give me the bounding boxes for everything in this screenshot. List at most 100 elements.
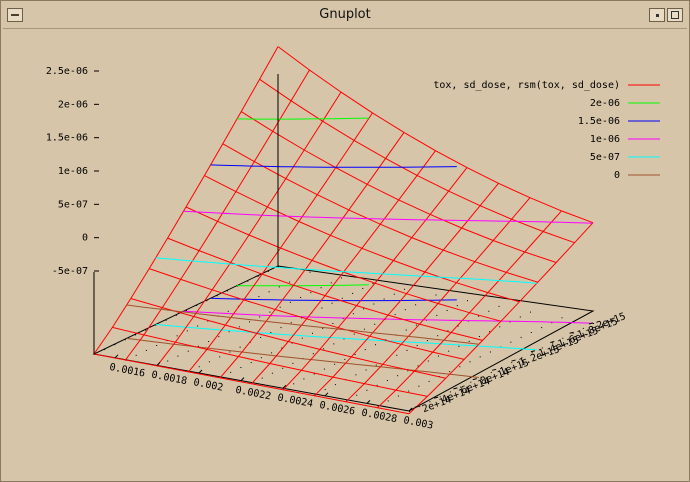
base-dot — [478, 315, 480, 317]
base-dot — [197, 325, 199, 327]
base-dot — [291, 342, 293, 344]
base-dot — [552, 342, 554, 344]
base-dot — [342, 318, 344, 320]
base-dot — [218, 336, 220, 338]
y-tick-mark — [472, 378, 477, 381]
base-dot — [167, 360, 169, 362]
base-dot — [293, 383, 295, 385]
surface-contour-4 — [126, 304, 480, 345]
base-dot — [530, 332, 532, 333]
z-tick-label: 2e-06 — [58, 99, 88, 110]
base-dot — [300, 317, 302, 319]
x-tick-mark — [366, 400, 371, 404]
base-dot — [409, 411, 410, 412]
base-dot — [196, 305, 198, 307]
base-dot — [341, 297, 343, 299]
base-dot — [279, 306, 281, 308]
window-menu-button[interactable] — [7, 8, 23, 22]
base-dot — [520, 336, 522, 338]
base-dot — [331, 302, 333, 304]
base-dot — [309, 271, 311, 273]
base-dot — [135, 354, 137, 356]
base-dot — [405, 329, 407, 331]
surface-mesh — [93, 46, 594, 415]
base-grid-dots — [94, 266, 594, 412]
base-dot — [226, 290, 228, 292]
base-dot — [407, 370, 409, 372]
base-dot — [427, 360, 429, 362]
base-dot — [459, 366, 461, 368]
base-dot — [259, 316, 261, 318]
base-contour-1 — [210, 297, 457, 302]
surface-line-x — [93, 46, 279, 355]
legend-label-3: 1e-06 — [590, 134, 620, 145]
base-dot — [260, 357, 262, 359]
surface-line-y — [130, 298, 446, 379]
base-contour-3 — [155, 324, 537, 351]
title-bar[interactable]: Gnuplot — [3, 3, 687, 29]
base-dot — [312, 353, 314, 355]
base-dot — [346, 399, 347, 401]
x-tick-mark — [408, 407, 413, 412]
base-dot — [468, 340, 470, 342]
z-tick-label: 2.5e-06 — [46, 66, 88, 77]
maximize-button[interactable] — [667, 8, 683, 22]
base-dot — [501, 367, 502, 368]
y-tick-mark — [453, 387, 458, 390]
y-tick-mark — [550, 341, 555, 344]
base-dot — [396, 354, 398, 356]
y-tick-mark — [492, 368, 497, 371]
base-dot — [353, 333, 355, 335]
base-dot — [198, 366, 200, 368]
base-dot — [247, 280, 249, 282]
base-dot — [261, 377, 263, 379]
surface-line-x — [408, 222, 594, 415]
base-dot — [460, 386, 462, 388]
z-tick-label: -5e-07 — [52, 266, 88, 277]
base-dot — [572, 332, 574, 334]
surface-contour-1 — [210, 164, 457, 168]
base-dot — [531, 352, 533, 354]
base-dot — [310, 292, 312, 294]
x-tick-mark — [324, 392, 329, 397]
base-dot — [320, 287, 322, 289]
base-dot — [456, 305, 458, 307]
base-dot — [268, 291, 270, 293]
base-dot — [269, 311, 271, 313]
surface-contour-2 — [183, 210, 593, 224]
x-tick-label: 0.0018 — [150, 370, 188, 388]
base-dot — [376, 384, 378, 386]
x-tick-label: 0.0022 — [234, 385, 272, 403]
base-dot — [289, 301, 291, 303]
base-dot — [258, 296, 260, 298]
base-dot — [458, 345, 460, 347]
base-dot — [314, 393, 316, 395]
surface-contour-3 — [155, 257, 537, 284]
base-dot — [541, 327, 543, 329]
base-dot — [375, 364, 377, 366]
minimize-button[interactable] — [649, 8, 665, 22]
base-dot — [124, 339, 126, 341]
x-tick-mark — [156, 362, 161, 366]
base-dot — [312, 332, 313, 334]
base-dot — [428, 380, 430, 382]
base-dot — [278, 286, 280, 288]
base-dot — [323, 368, 325, 370]
base-dot — [271, 352, 273, 354]
surface-contour-0 — [236, 117, 370, 120]
base-dot — [104, 349, 106, 351]
base-dot — [156, 345, 158, 346]
base-dot — [364, 349, 366, 351]
base-dot — [509, 321, 511, 323]
base-dot — [352, 313, 354, 315]
base-dot — [257, 275, 259, 277]
base-dot — [377, 405, 379, 407]
y-tick-mark — [588, 322, 594, 325]
base-dot — [334, 363, 336, 365]
base-dot — [417, 365, 419, 367]
base-dot — [216, 295, 218, 297]
base-dot — [449, 391, 451, 393]
base-dot — [324, 389, 326, 390]
base-dot — [438, 355, 439, 357]
base-dot — [397, 395, 399, 397]
